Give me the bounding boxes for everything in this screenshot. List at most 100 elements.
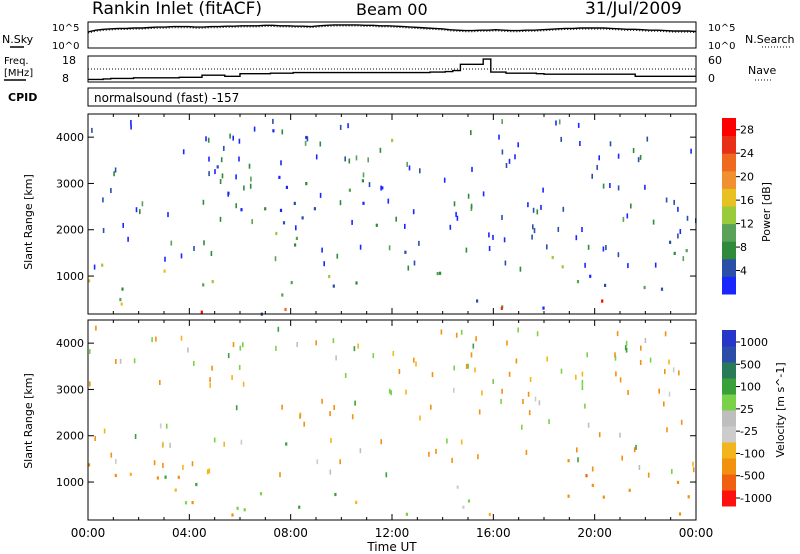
- echo-cell: [536, 331, 539, 337]
- echo-cell: [478, 409, 481, 415]
- power-colorbar-tick-label: 4: [740, 265, 747, 278]
- power-ytick-label: 1000: [56, 270, 84, 283]
- velocity-colorbar-segment: [722, 490, 736, 507]
- echo-cell: [367, 157, 369, 163]
- echo-cell: [503, 237, 506, 243]
- echo-cell: [644, 338, 647, 343]
- echo-cell: [243, 185, 245, 191]
- echo-cell: [243, 508, 246, 512]
- echo-cell: [677, 233, 679, 239]
- echo-cell: [548, 419, 550, 425]
- velocity-colorbar-segment: [722, 474, 736, 491]
- echo-cell: [294, 243, 297, 247]
- noise-left-tick-high: 10^5: [52, 23, 79, 34]
- freq-unit-label: [MHz]: [4, 68, 33, 79]
- echo-cell: [624, 345, 627, 351]
- echo-cell: [319, 192, 322, 198]
- echo-cell: [690, 148, 692, 154]
- echo-cell: [532, 224, 534, 230]
- echo-cell: [664, 331, 667, 337]
- echo-cell: [418, 240, 420, 246]
- echo-cell: [122, 222, 124, 228]
- echo-cell: [388, 388, 391, 394]
- echo-cell: [362, 172, 365, 178]
- echo-cell: [280, 160, 282, 166]
- echo-cell: [334, 492, 337, 497]
- power-colorbar-tick-label: 16: [740, 194, 754, 207]
- echo-cell: [460, 329, 463, 335]
- echo-cell: [405, 389, 407, 395]
- echo-cell: [529, 377, 532, 382]
- echo-cell: [419, 415, 421, 421]
- echo-cell: [626, 213, 629, 219]
- echo-cell: [625, 347, 628, 353]
- echo-cell: [617, 153, 620, 159]
- echo-cell: [514, 154, 516, 160]
- echo-cell: [456, 485, 459, 489]
- echo-cell: [404, 250, 407, 254]
- echo-cell: [227, 191, 229, 197]
- echo-cell: [208, 156, 210, 162]
- echo-cell: [678, 512, 682, 516]
- echo-cell: [470, 352, 473, 358]
- velocity-ytick-label: 2000: [56, 430, 84, 443]
- echo-cell: [177, 475, 180, 479]
- echo-cell: [453, 387, 455, 393]
- echo-cell: [202, 283, 205, 287]
- echo-cell: [193, 246, 195, 251]
- echo-cell: [290, 281, 293, 285]
- velocity-colorbar-segment: [722, 426, 736, 443]
- velocity-ytick-label: 1000: [56, 476, 84, 489]
- echo-cell: [686, 215, 689, 221]
- echo-cell: [666, 427, 668, 433]
- echo-cell: [379, 147, 382, 153]
- echo-cell: [202, 199, 205, 205]
- velocity-echoes: [88, 325, 695, 517]
- echo-cell: [508, 371, 511, 377]
- nsky-label: N.Sky: [2, 33, 34, 46]
- echo-cell: [301, 216, 304, 220]
- velocity-colorbar-label: Velocity [m s^-1]: [774, 362, 787, 457]
- echo-cell: [390, 390, 392, 396]
- echo-cell: [351, 414, 354, 420]
- power-colorbar-segment: [722, 153, 736, 172]
- echo-cell: [329, 469, 332, 475]
- echo-cell: [275, 345, 277, 351]
- echo-cell: [129, 472, 132, 476]
- echo-cell: [316, 459, 319, 465]
- echo-cell: [339, 124, 342, 130]
- echo-cell: [633, 447, 636, 453]
- echo-cell: [323, 261, 325, 267]
- echo-cell: [354, 400, 356, 406]
- echo-cell: [381, 186, 384, 190]
- echo-cell: [671, 469, 673, 474]
- echo-cell: [165, 423, 168, 429]
- nave-tick-high: 60: [708, 54, 722, 67]
- noise-right-tick-low: 10^0: [708, 41, 735, 52]
- echo-cell: [428, 451, 430, 457]
- echo-cell: [474, 367, 476, 373]
- velocity-colorbar-segment: [722, 330, 736, 347]
- echo-cell: [455, 211, 457, 217]
- echo-cell: [692, 467, 695, 473]
- echo-cell: [115, 458, 117, 464]
- freq-panel: Freq. [MHz] 18 8 60 0 Nave CPID normalso…: [4, 54, 776, 107]
- echo-cell: [169, 442, 171, 448]
- echo-cell: [248, 163, 251, 169]
- echo-cell: [533, 228, 536, 234]
- echo-cell: [663, 401, 665, 407]
- echo-cell: [151, 337, 153, 343]
- echo-cell: [405, 512, 408, 516]
- echo-cell: [682, 256, 685, 262]
- time-tick-label: 16:00: [476, 526, 511, 540]
- echo-cell: [477, 454, 479, 460]
- echo-cell: [528, 410, 531, 416]
- echo-cell: [227, 353, 230, 359]
- echo-cell: [501, 149, 504, 155]
- echo-cell: [602, 246, 605, 252]
- echo-cell: [275, 231, 278, 236]
- echo-cell: [385, 472, 388, 478]
- echo-cell: [219, 216, 222, 222]
- power-echoes: [88, 118, 697, 316]
